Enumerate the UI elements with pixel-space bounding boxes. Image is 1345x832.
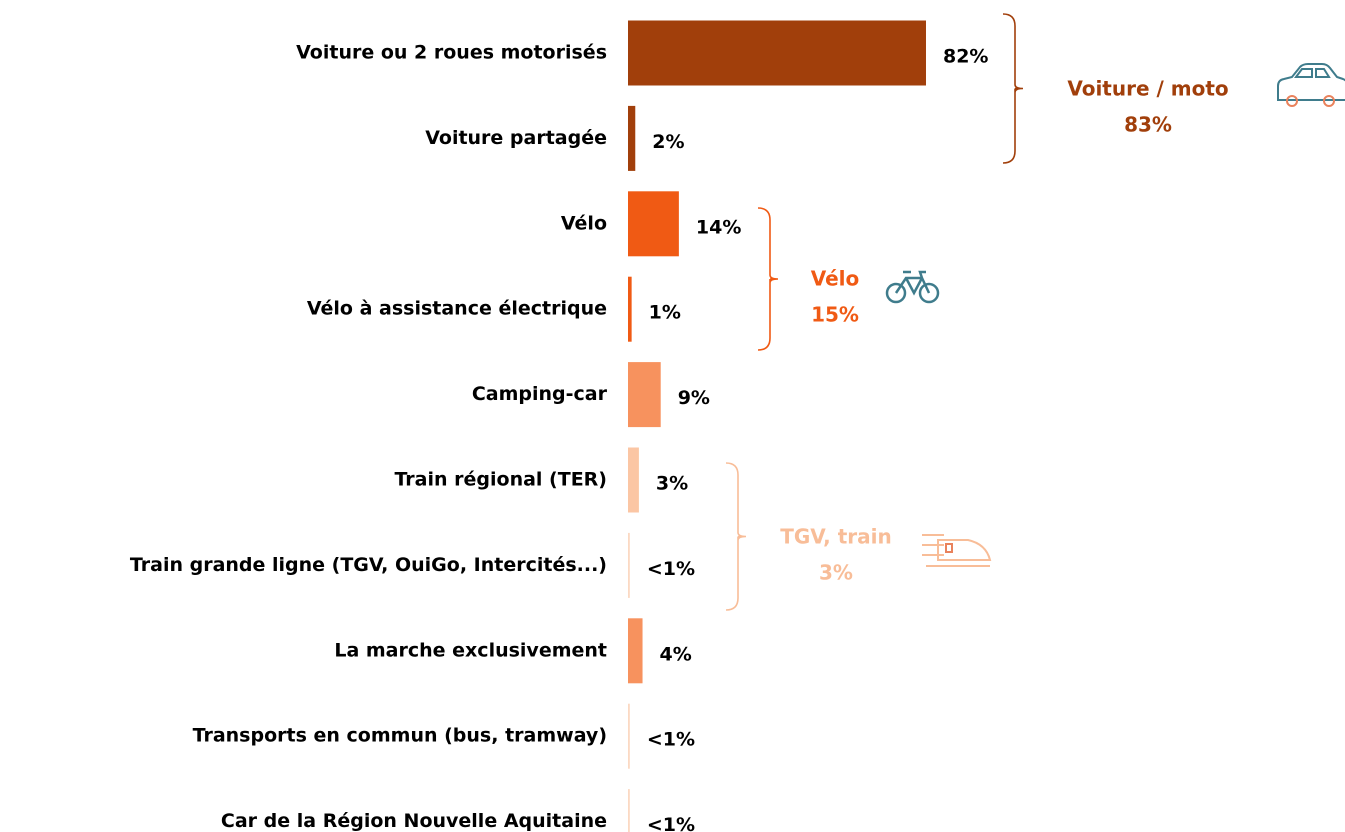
bar [628,276,632,342]
group-value: 3% [819,561,853,585]
value-label: 9% [678,387,710,409]
car-icon [1277,63,1345,107]
bracket [757,207,779,351]
train-icon [922,534,992,567]
category-label: La marche exclusivement [334,639,607,661]
group-value: 15% [811,303,859,327]
bar [628,618,643,684]
group-label: Vélo [811,267,860,291]
value-label: <1% [647,558,695,580]
value-label: <1% [647,729,695,751]
value-label: 3% [656,473,688,495]
category-label: Camping-car [472,383,608,405]
category-label: Vélo à assistance électrique [307,298,607,320]
category-label: Train grande ligne (TGV, OuiGo, Intercit… [130,554,607,576]
category-label: Vélo [561,212,607,234]
category-label: Train régional (TER) [394,469,607,491]
bar [628,703,630,769]
bike-icon [885,270,940,304]
value-label: 4% [660,643,692,665]
value-label: 82% [943,46,988,68]
bracket [1002,13,1024,164]
category-label: Transports en commun (bus, tramway) [193,725,607,747]
group-label: Voiture / moto [1067,77,1228,101]
value-label: 14% [696,216,741,238]
category-label: Voiture partagée [425,127,607,149]
bar [628,191,679,257]
category-label: Car de la Région Nouvelle Aquitaine [221,810,607,832]
category-label: Voiture ou 2 roues motorisés [296,42,607,64]
bar [628,447,639,513]
bar [628,20,926,86]
bar [628,362,661,428]
group-label: TGV, train [780,525,892,549]
value-label: 2% [652,131,684,153]
group-value: 83% [1124,113,1172,137]
bar [628,789,630,832]
value-label: 1% [649,302,681,324]
bracket [725,462,747,611]
bar [628,532,630,598]
bar [628,105,636,171]
value-label: <1% [647,814,695,832]
